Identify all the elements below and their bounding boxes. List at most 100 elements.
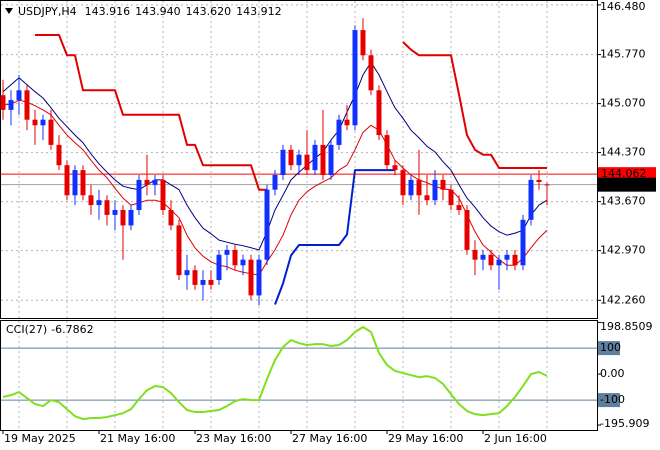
candle-body [384, 135, 390, 166]
candle-body [544, 184, 550, 186]
indicator-value: -6.7862 [51, 323, 93, 336]
candle-body [312, 144, 318, 171]
candle-body [328, 144, 334, 175]
cci-line [2, 326, 548, 421]
candle-body [280, 149, 286, 175]
panel-frame [0, 320, 598, 431]
header: USDJPY,H4 143.916 143.940 143.620 143.912 [18, 5, 282, 18]
candle-body [168, 209, 174, 226]
candle-body [528, 179, 534, 220]
candle-body [184, 270, 190, 276]
candle-body [112, 209, 118, 215]
y-tick-label: 143.670 [600, 195, 646, 208]
indicator-line [35, 33, 547, 191]
price-level-label: 144.062 [601, 167, 647, 180]
y-tick-label: 0.00 [600, 367, 625, 380]
indicator-title: CCI(27) [6, 323, 47, 336]
candle-body [208, 279, 214, 285]
candle-body [368, 55, 374, 91]
price-level-box [598, 177, 656, 192]
candle-body [448, 189, 454, 206]
price-level-label: 143.912 [601, 178, 647, 191]
candle-body [272, 174, 278, 190]
candle-body [240, 259, 246, 266]
y-tick-label: -195.909 [600, 417, 649, 430]
candle-body [504, 254, 510, 260]
y-tick-label: 145.070 [600, 97, 646, 110]
candle-body [320, 144, 326, 175]
candle-body [512, 254, 518, 266]
x-tick-label: 2 Jun 16:00 [484, 432, 547, 445]
candle-body [440, 179, 446, 190]
y-tick-label: 142.970 [600, 244, 646, 257]
candle-body [72, 170, 78, 196]
open: 143.916 [85, 5, 131, 18]
y-tick-label: 145.770 [600, 48, 646, 61]
candle-body [352, 30, 358, 126]
candle-body [304, 154, 310, 171]
candle-body [80, 170, 86, 196]
candle-body [40, 119, 46, 126]
candle-body [64, 165, 70, 196]
candle-body [400, 170, 406, 196]
candle-body [224, 249, 230, 255]
indicator-line [274, 169, 395, 305]
low: 143.620 [186, 5, 232, 18]
candle-body [48, 119, 54, 145]
candle-body [104, 200, 110, 215]
candle-body [536, 179, 542, 182]
candle-body [480, 254, 486, 260]
candle-body [216, 254, 222, 280]
candle-body [192, 270, 198, 285]
candle-body [8, 100, 14, 110]
candle-body [488, 254, 494, 266]
y-tick-label: 100 [600, 341, 621, 354]
candle-body [0, 95, 6, 110]
candle-body [296, 154, 302, 166]
candle-body [344, 119, 350, 126]
y-tick-label: 144.370 [600, 146, 646, 159]
candle-body [248, 259, 254, 296]
candle-body [232, 249, 238, 266]
indicator-line [2, 61, 548, 251]
candle-body [16, 90, 22, 101]
x-tick-label: 27 May 16:00 [292, 432, 367, 445]
candle-body [128, 209, 134, 226]
x-tick-label: 21 May 16:00 [100, 432, 175, 445]
level-label-box [598, 341, 620, 356]
candle-body [144, 179, 150, 185]
candle-body [408, 179, 414, 196]
candle-body [520, 219, 526, 266]
x-tick-label: 19 May 2025 [4, 432, 76, 445]
candle-body [152, 179, 158, 185]
candle-body [424, 195, 430, 201]
symbol: USDJPY,H4 [18, 5, 77, 18]
candle-body [24, 90, 30, 120]
x-tick-label: 23 May 16:00 [196, 432, 271, 445]
candle-body [160, 179, 166, 210]
indicator-line [2, 99, 548, 276]
candle-body [288, 149, 294, 166]
y-tick-label: 198.8509 [600, 320, 653, 333]
menu-arrow[interactable] [5, 8, 13, 14]
close: 143.912 [236, 5, 282, 18]
candle-body [376, 90, 382, 136]
candle-body [176, 225, 182, 276]
candle-body [200, 279, 206, 285]
candle-body [464, 209, 470, 250]
candle-body [56, 144, 62, 166]
x-tick-label: 29 May 16:00 [388, 432, 463, 445]
panel-frame [0, 0, 598, 319]
candle-body [416, 179, 422, 196]
candle-body [472, 249, 478, 260]
candle-body [264, 189, 270, 260]
candle-body [136, 179, 142, 210]
y-tick-label: 142.260 [600, 293, 646, 306]
candle-body [456, 205, 462, 210]
candle-body [88, 195, 94, 206]
y-tick-label: 146.480 [600, 0, 646, 13]
candle-body [432, 179, 438, 201]
